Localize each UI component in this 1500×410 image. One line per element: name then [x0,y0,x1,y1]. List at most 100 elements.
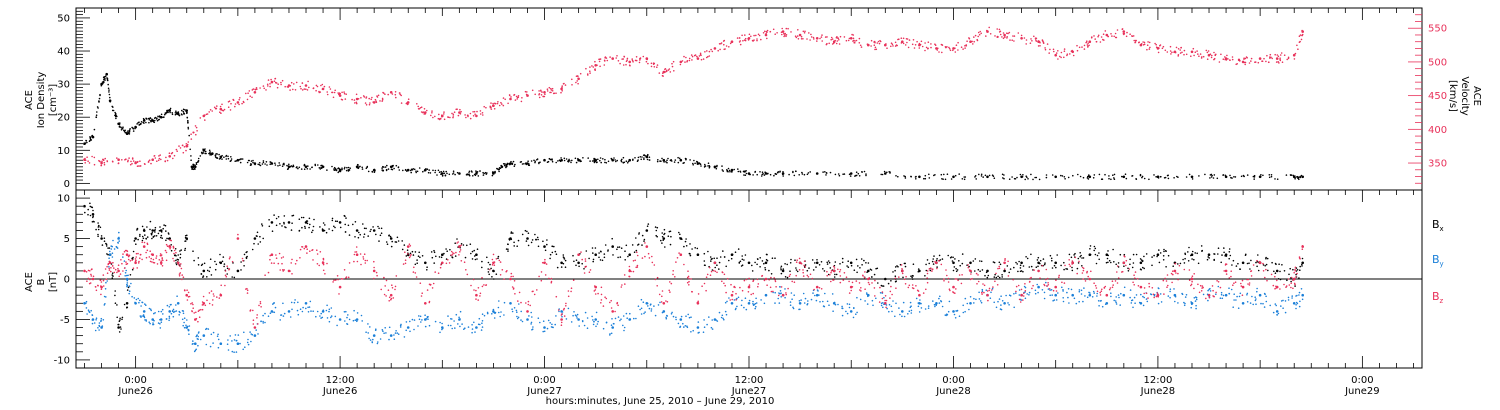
velocity-point [290,81,293,84]
bx-point [175,259,177,262]
by-point [570,321,573,323]
velocity-point [1083,44,1086,47]
by-point [1269,304,1271,307]
velocity-point [159,154,161,156]
bx-point [1182,258,1184,261]
bx-point [952,256,954,259]
by-point [605,321,608,324]
by-point [753,303,755,306]
velocity-point [507,102,509,105]
by-point [1005,294,1007,297]
bz-point [123,267,126,269]
bz-point [332,281,334,283]
density-point [667,157,669,160]
density-point [189,148,191,151]
density-point [197,161,199,163]
velocity-point [315,89,317,92]
bz-point [560,321,563,324]
bx-point [202,269,206,273]
velocity-point [1301,34,1303,37]
bx-point [1239,268,1241,271]
density-point [593,159,595,161]
density-point [637,156,640,159]
density-point [429,172,432,174]
bx-point [588,257,590,260]
by-point [1224,293,1228,297]
velocity-point [1183,49,1186,52]
bz-point [394,285,397,288]
bz-point [127,258,130,261]
bx-point [1187,260,1190,262]
velocity-point [86,156,88,158]
by-point [1300,288,1303,290]
velocity-point [320,84,322,87]
velocity-point [284,85,287,88]
velocity-point [708,50,711,53]
bz-point [739,286,741,289]
by-point [964,310,966,313]
velocity-point [1174,51,1177,54]
by-point [778,302,781,304]
density-point [397,166,400,169]
bz-point [110,270,112,273]
velocity-point [877,40,880,43]
by-point [1143,296,1145,299]
velocity-point [564,84,567,86]
velocity-point [1154,42,1156,45]
by-point [88,311,91,314]
velocity-point [812,36,815,39]
density-point [127,132,129,134]
by-point [348,318,351,321]
velocity-point [443,111,445,113]
bx-point [786,276,789,279]
density-point [120,129,123,131]
bz-point [498,259,501,262]
bx-point [97,222,99,224]
bz-point [212,293,215,295]
velocity-point [631,58,633,60]
by-point [883,296,885,299]
bz-point [756,278,759,281]
by-point [168,306,171,308]
density-point [764,172,768,175]
velocity-point [1100,36,1103,38]
bz-point [164,249,167,252]
bz-point [373,277,375,280]
bx-point [764,268,767,271]
by-point [181,310,184,312]
bx-point [411,250,414,253]
bx-point [1030,253,1032,256]
by-point [372,338,374,341]
by-point [98,322,101,324]
velocity-point [985,35,987,37]
density-point [287,167,290,170]
by-point [450,324,452,327]
by-point [289,316,292,318]
by-point [841,307,844,310]
bx-point [601,259,604,262]
density-point [809,171,811,173]
velocity-point [447,116,449,118]
by-point [134,302,137,305]
density-point [946,173,949,175]
by-point [305,307,307,310]
density-point [103,76,105,78]
density-point [96,111,98,113]
bx-point [101,244,104,246]
bx-point [159,226,161,228]
by-point [94,329,97,332]
by-point [503,301,506,304]
bz-point [220,284,222,287]
bz-point [165,251,168,254]
by-point [1086,296,1089,299]
velocity-point [752,40,754,42]
velocity-point [331,91,334,94]
by-point [1298,291,1301,294]
density-point [230,156,232,158]
velocity-point [150,162,152,165]
density-point [174,112,177,114]
bz-point [748,277,750,280]
velocity-point [1224,56,1226,58]
bx-point [598,252,600,254]
bx-point [592,252,594,254]
